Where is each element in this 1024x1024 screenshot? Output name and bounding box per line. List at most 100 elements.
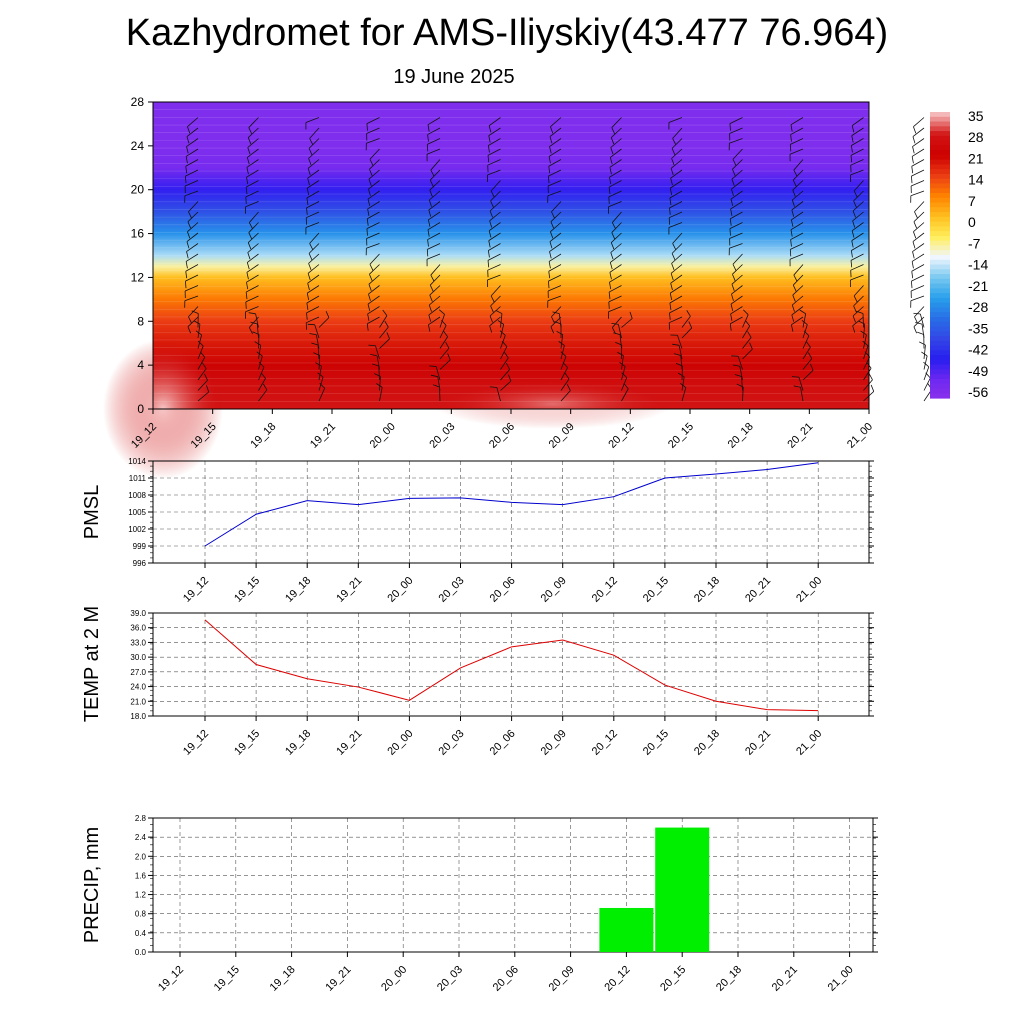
wind-barb	[669, 180, 683, 196]
wind-barb	[500, 363, 511, 381]
colorbar-segment	[930, 293, 950, 299]
x-tick-label: 19_15	[232, 728, 262, 758]
wind-barb	[551, 306, 562, 324]
colorbar-segment	[930, 126, 950, 132]
wind-barb	[429, 285, 441, 302]
wind-barb	[197, 351, 206, 370]
wind-barb	[487, 159, 501, 173]
wind-barb	[248, 222, 259, 240]
wind-barb	[621, 311, 633, 328]
wind-barb	[258, 372, 266, 391]
y-axis-label: PMSL	[81, 485, 103, 539]
x-tick-label: 20_06	[488, 575, 518, 605]
wind-barb	[186, 232, 199, 249]
x-tick-label: 20_21	[785, 421, 815, 451]
x-tick-label: 21_00	[794, 728, 824, 758]
wind-barb	[247, 138, 259, 155]
wind-barb	[911, 274, 925, 289]
y-tick-label: 2.0	[135, 852, 147, 861]
wind-barb	[731, 285, 743, 301]
y-tick-label: 0	[137, 402, 144, 416]
wind-barb	[246, 159, 259, 175]
colorbar-segment	[930, 336, 950, 342]
wind-barb	[671, 253, 683, 271]
x-tick-label: 19_21	[323, 964, 353, 994]
colorbar-segment	[930, 264, 950, 270]
wind-barb	[490, 295, 501, 313]
wind-barb	[246, 169, 259, 185]
wind-barb	[247, 243, 259, 260]
wind-barb	[305, 222, 320, 235]
wind-barb	[742, 331, 752, 349]
wind-barb	[245, 295, 259, 309]
wind-barb	[732, 253, 743, 271]
wind-barb	[439, 341, 450, 360]
y-tick-label: 996	[133, 559, 147, 568]
wind-barb	[732, 159, 743, 176]
wind-barb	[853, 190, 864, 208]
wind-barb	[487, 264, 501, 278]
wind-barb	[731, 274, 743, 291]
wind-barb	[376, 383, 383, 402]
wind-barb	[550, 222, 562, 239]
wind-barb	[729, 211, 743, 226]
wind-barb	[609, 253, 622, 270]
y-tick-label: 33.0	[130, 638, 146, 647]
wind-barb	[367, 306, 380, 321]
y-tick-label: 4	[137, 358, 144, 372]
panel-frame	[152, 817, 874, 953]
x-tick-label: 19_15	[232, 575, 262, 605]
y-tick-label: 2.8	[135, 814, 147, 823]
wind-barb	[185, 159, 199, 174]
colorbar-segment	[930, 221, 950, 227]
wind-barb	[185, 148, 199, 164]
wind-barb	[188, 306, 199, 324]
wind-barb	[913, 117, 925, 134]
colorbar-segment	[930, 364, 950, 370]
colorbar-segment	[930, 312, 950, 318]
colorbar-segment	[930, 283, 950, 289]
y-tick-label: 24.0	[130, 683, 146, 692]
wind-barb	[609, 274, 622, 290]
colorbar-segment	[930, 255, 950, 261]
wind-barb	[197, 373, 208, 391]
wind-barb	[547, 180, 562, 193]
wind-barb	[258, 361, 265, 381]
wind-barb	[914, 201, 925, 219]
x-tick-label: 20_18	[692, 575, 722, 605]
x-tick-label: 20_12	[602, 964, 632, 994]
wind-barb	[429, 365, 441, 381]
wind-barb	[852, 201, 864, 218]
wind-barb	[852, 211, 864, 228]
wind-barb	[307, 274, 320, 291]
wind-barb	[489, 201, 501, 218]
colorbar-segment	[930, 202, 950, 208]
chart-subtitle: 19 June 2025	[393, 66, 515, 88]
wind-barb	[730, 201, 743, 216]
colorbar-label: 28	[968, 129, 984, 145]
wind-barb	[793, 159, 804, 177]
wind-barb	[487, 138, 501, 153]
wind-barb	[366, 211, 380, 226]
colorbar-segment	[930, 207, 950, 213]
colorbar-label: -21	[968, 278, 988, 294]
y-tick-label: 30.0	[130, 653, 146, 662]
wind-barb	[488, 117, 501, 133]
wind-barb	[791, 211, 804, 227]
wind-barb	[317, 372, 324, 391]
wind-barb	[379, 320, 389, 339]
wind-barb	[488, 232, 501, 248]
colorbar-label: 21	[968, 150, 984, 166]
wind-barb	[365, 243, 380, 256]
wind-barb	[368, 274, 380, 291]
wind-barb	[500, 351, 509, 370]
wind-barb	[309, 333, 320, 349]
wind-barb	[367, 201, 380, 216]
colorbar-segment	[930, 193, 950, 199]
wind-barb	[428, 306, 441, 322]
wind-barb	[669, 295, 683, 310]
wind-barb	[549, 127, 562, 144]
wind-barb	[305, 117, 320, 130]
wind-barb	[439, 330, 448, 349]
colorbar-segment	[930, 231, 950, 237]
